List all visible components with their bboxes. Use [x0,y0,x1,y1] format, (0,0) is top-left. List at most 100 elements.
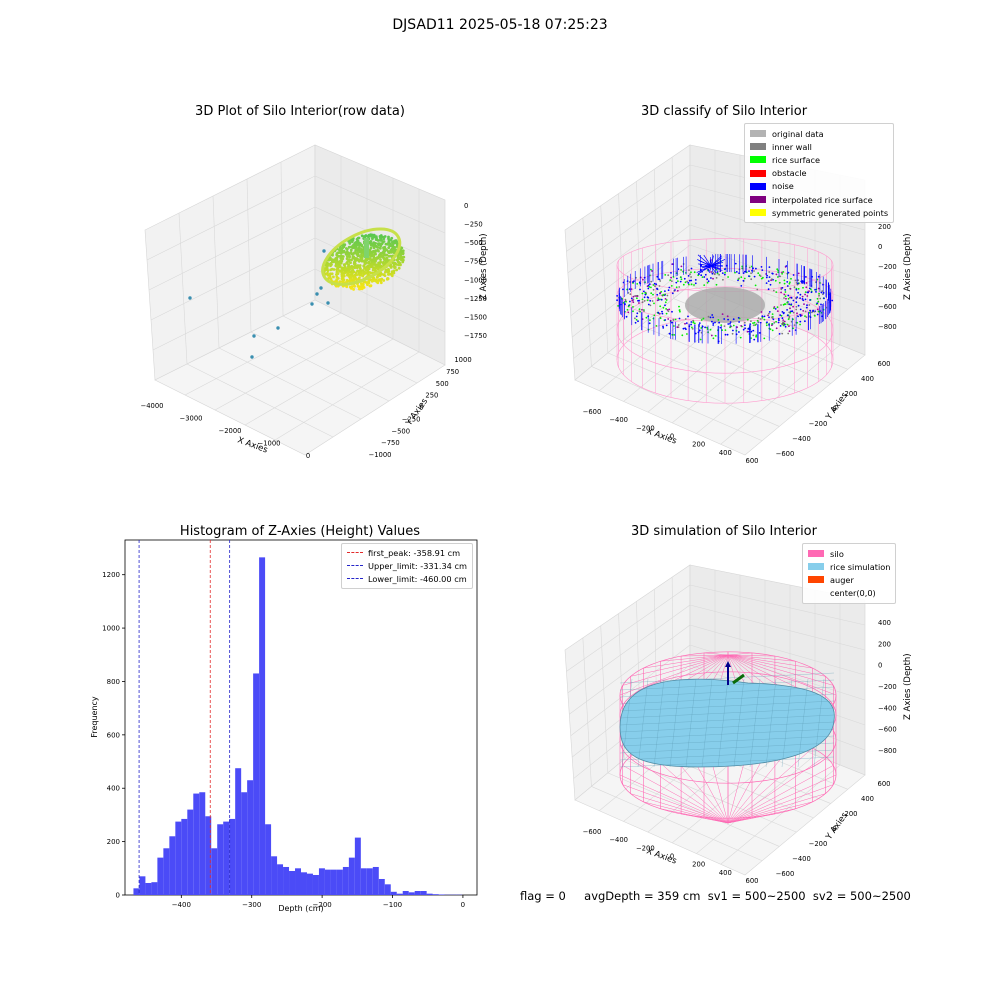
class-point [648,304,650,306]
plot1-3d-raw: −4000−3000−2000−10000 −1000−750−500−25002… [100,130,500,470]
class-point [706,278,708,280]
legend-inner-wall: inner wall [750,140,888,153]
class-point [761,311,763,313]
class-point [638,300,640,302]
class-point [727,319,729,321]
class-point [795,301,797,303]
class-point [703,284,705,286]
y-tick-label: 400 [107,785,120,793]
class-point [783,304,785,306]
class-point [678,306,680,308]
class-point [666,313,668,315]
class-point [750,320,752,322]
class-point [654,285,656,287]
class-point [659,313,661,315]
class-point [779,276,781,278]
class-point [806,304,808,306]
class-point [776,327,778,329]
class-point [805,299,807,301]
scatter-point [353,262,356,265]
class-point [738,277,740,279]
class-point [787,285,789,287]
class-point [736,271,738,273]
class-point [636,283,638,285]
x-tick-label: −400 [172,901,191,909]
class-point [755,268,757,270]
class-point [806,316,808,318]
class-point [753,339,755,341]
scatter-point [315,292,318,295]
swatch [750,196,766,203]
histogram-bar [427,894,433,895]
class-point [773,290,775,292]
histogram-bar [259,557,265,895]
class-point [714,322,716,324]
class-point [783,294,785,296]
class-point [664,274,666,276]
scatter-point [385,260,388,263]
class-point [736,326,738,328]
scatter-point [356,248,359,251]
z-tick-label: 0 [878,243,882,251]
class-point [671,311,673,313]
class-point [711,314,713,316]
class-point [653,284,655,286]
class-point [722,313,724,315]
histogram-bar [295,868,301,895]
scatter-point [343,263,346,266]
class-point [727,334,729,336]
histogram-bar [241,792,247,895]
z-tick-label: −800 [878,323,897,331]
class-point [780,288,782,290]
scatter-point [359,274,362,277]
scatter-point [358,288,361,291]
flag-text: flag = 0 [520,889,566,903]
scatter-point [342,279,345,282]
class-point [717,273,719,275]
inner-wall-patch [685,287,765,323]
scatter-point [329,268,332,271]
class-point [707,282,709,284]
class-point [787,314,789,316]
class-point [779,333,781,335]
scatter-point [373,246,376,249]
class-point [716,277,718,279]
legend-upper-limit: Upper_limit: -331.34 cm [347,559,467,572]
class-point [758,317,760,319]
scatter-point [332,276,335,279]
class-point [703,318,705,320]
class-point [784,289,786,291]
legend-symmetric: symmetric generated points [750,206,888,219]
class-point [665,301,667,303]
class-point [750,278,752,280]
scatter-point [338,266,341,269]
class-point [725,334,727,336]
class-point [649,319,651,321]
class-point [622,289,624,291]
class-point [800,315,802,317]
scatter-point [362,260,365,263]
class-point [743,280,745,282]
histogram-chart: −400 −300 −200 −100 0020040060080010001200 D… [80,535,490,920]
scatter-point [390,265,393,268]
class-point [686,281,688,283]
class-point [775,321,777,323]
y-tick-label: 250 [425,392,438,400]
class-point [755,334,757,336]
x-tick-label: −400 [609,836,628,844]
class-point [802,296,804,298]
x-tick-label: 0 [461,901,465,909]
class-point [821,290,823,292]
plot4-legend: silo rice simulation auger center(0,0) [802,543,896,604]
class-point [811,291,813,293]
class-point [782,271,784,273]
class-point [668,310,670,312]
class-point [650,287,652,289]
class-point [788,325,790,327]
y-tick-label: −400 [792,435,811,443]
x-tick-label: −4000 [141,402,164,410]
histogram-bar [151,882,157,895]
scatter-point [389,250,392,253]
class-point [695,279,697,281]
class-point [775,280,777,282]
